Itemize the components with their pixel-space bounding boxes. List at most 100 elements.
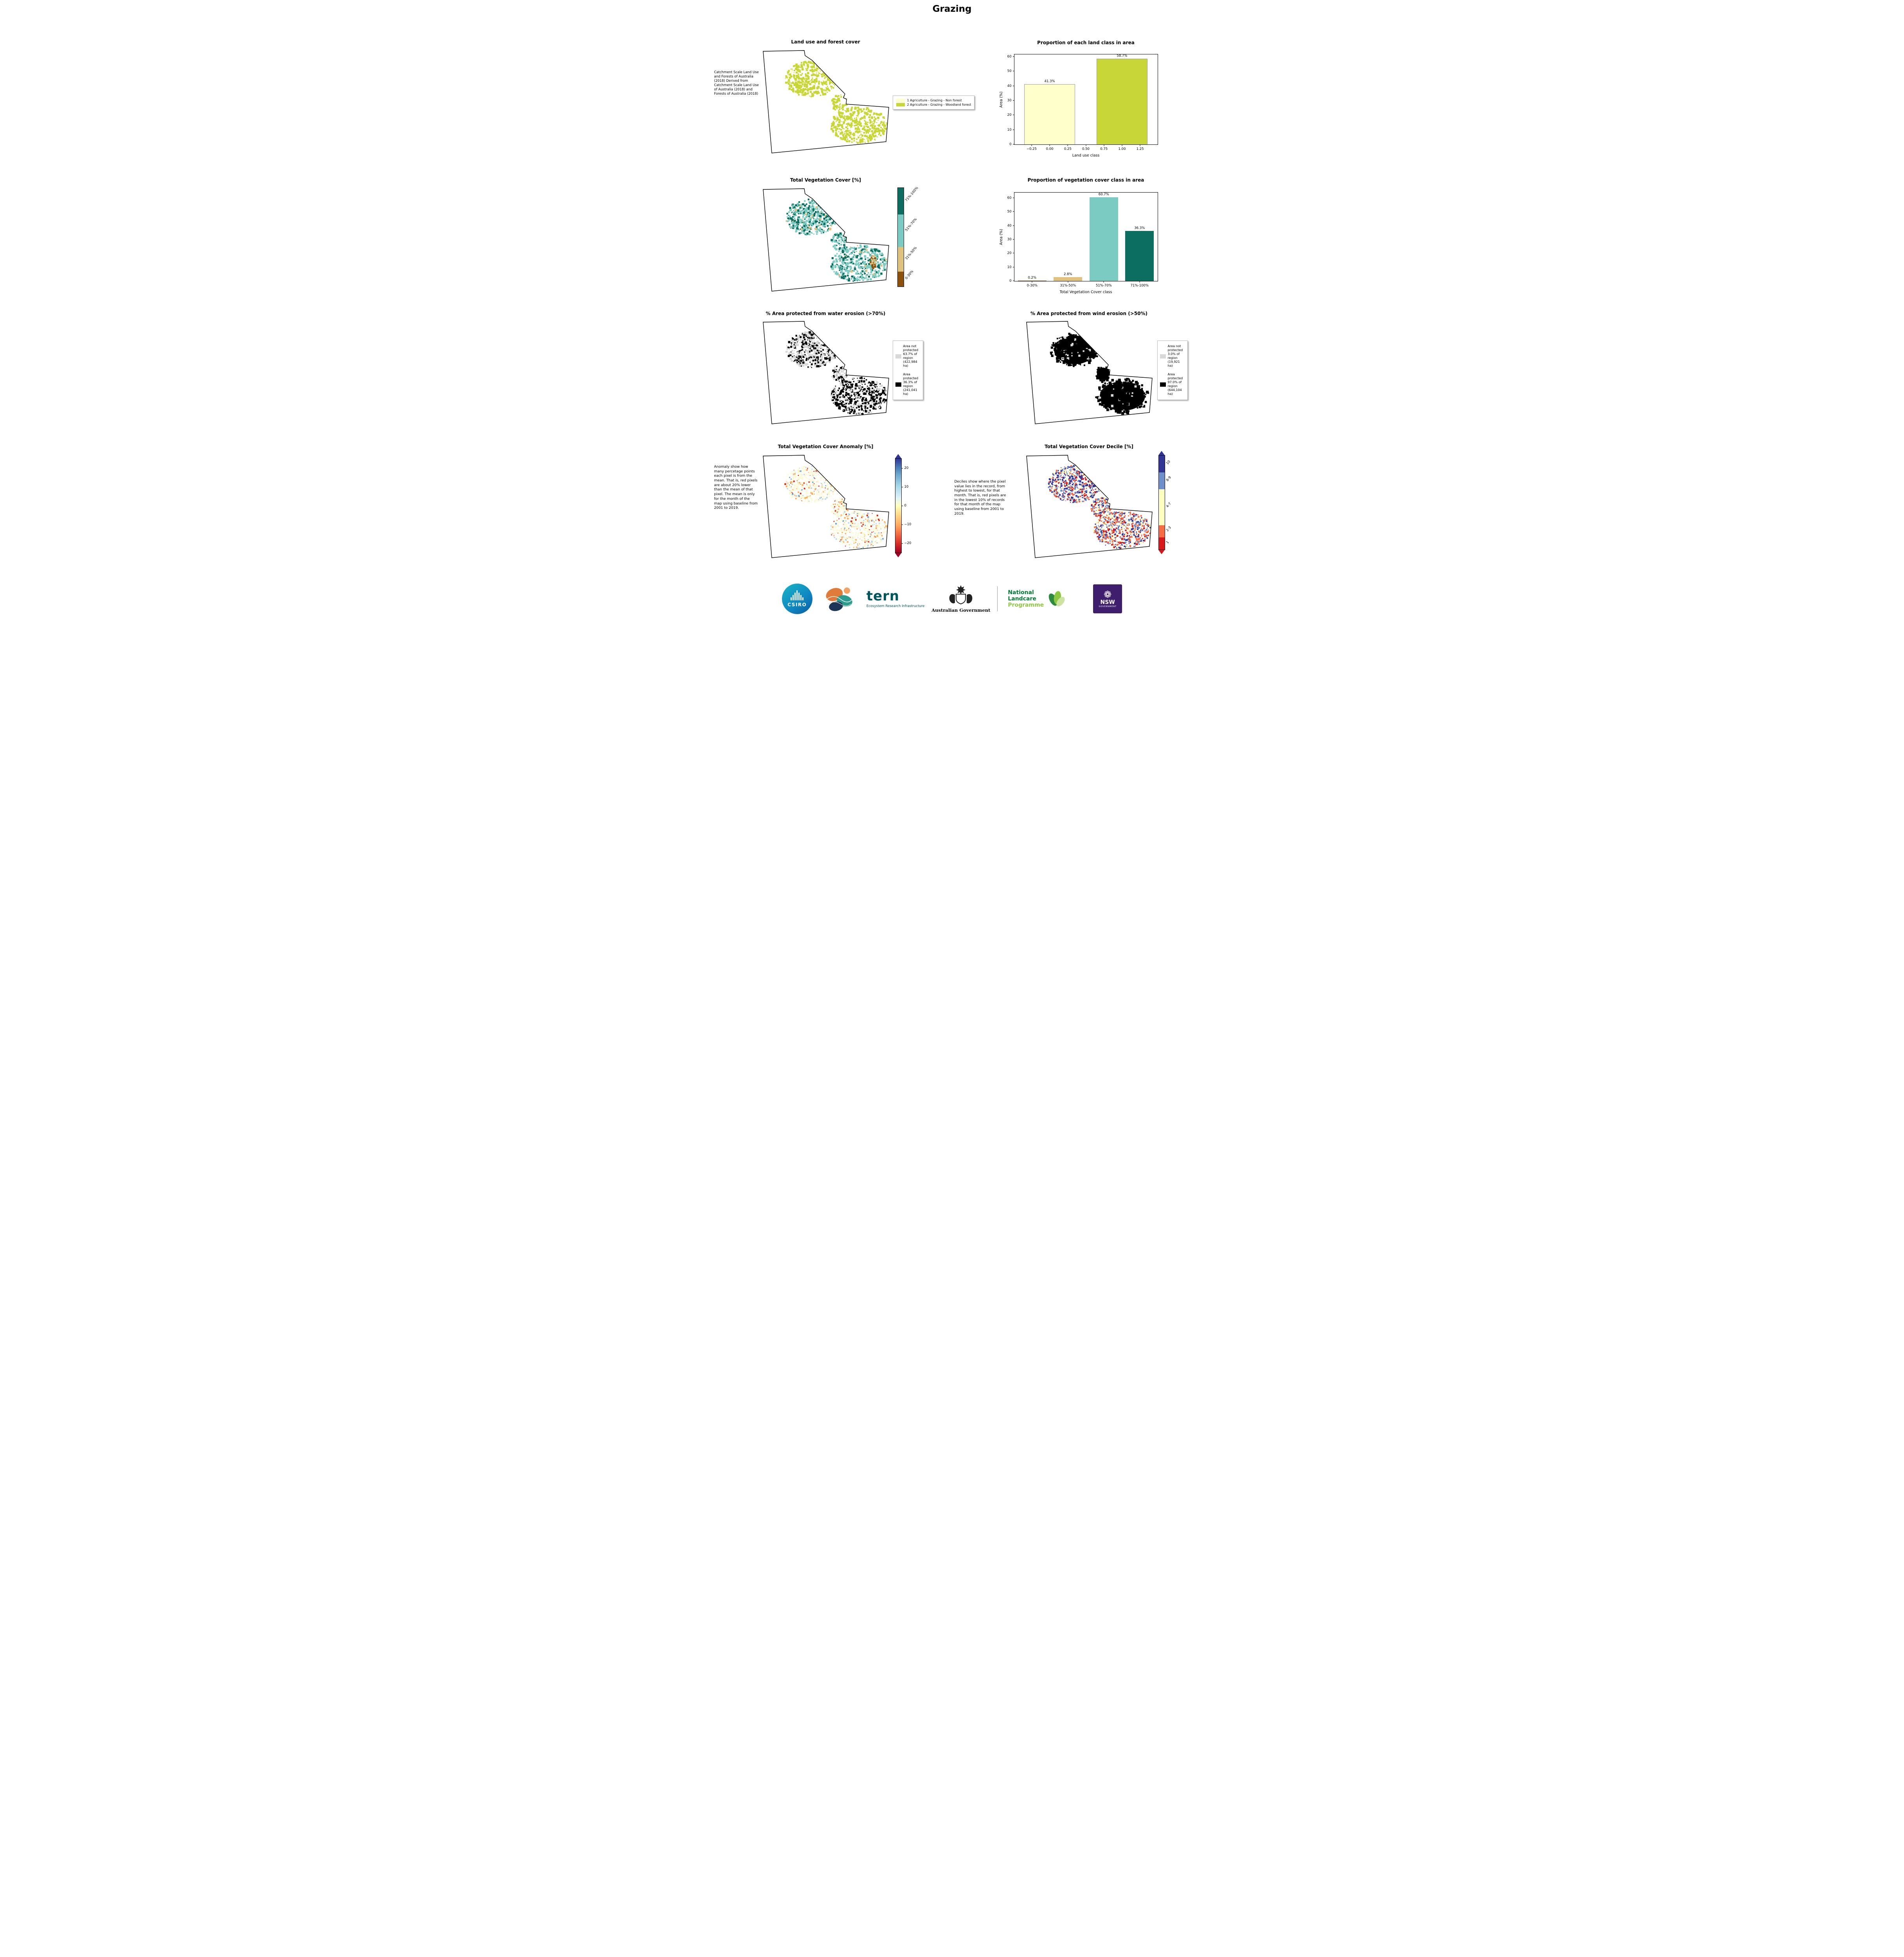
map-speckles (785, 61, 888, 144)
page-title: Grazing (932, 4, 972, 14)
panel-veg-class-chart: Proportion of vegetation cover class in … (952, 166, 1190, 301)
panel-land-use-map: Catchment Scale Land Use and Forests of … (714, 34, 975, 166)
map-speckles (785, 198, 887, 282)
colorbar-label: 2-3 (1165, 526, 1172, 533)
panel-land-class-chart: Proportion of each land class in area 0 1… (952, 34, 1190, 166)
veg-class-chart-title: Proportion of vegetation cover class in … (1027, 177, 1144, 183)
colorbar-tick (901, 524, 903, 525)
y-tick-label: 60 (1007, 54, 1012, 59)
y-axis-label: Area (%) (999, 229, 1004, 245)
legend-swatch-protected (895, 382, 901, 387)
colorbar-label: 1 (1165, 540, 1170, 545)
y-tick (1012, 239, 1014, 240)
x-tick-label: 0.75 (1100, 147, 1108, 151)
report-page: Grazing Catchment Scale Land Use and For… (714, 0, 1190, 618)
indigenous-artwork (826, 587, 853, 611)
y-tick-label: 10 (1007, 265, 1012, 269)
y-tick-label: 30 (1007, 238, 1012, 242)
x-tick-label: 1.25 (1136, 147, 1144, 151)
veg-class-bar-chart: 0 10 20 30 40 50 60 0.2% 2.8% 60.7% 36.3% 0-30% 31%-… (998, 187, 1164, 299)
panel-decile: Deciles show where the pixel value lies … (952, 438, 1190, 575)
land-use-map (762, 50, 889, 153)
colorbar-tick-label: −10 (904, 523, 911, 526)
veg-cover-map (762, 188, 889, 292)
legend-swatch-woodland (896, 103, 905, 106)
legend-label-nonforest: 1 Agriculture - Grazing - Non forest (907, 99, 962, 102)
catchment-boundary (762, 50, 889, 153)
water-erosion-map (762, 321, 889, 424)
colorbar-tick (901, 543, 903, 544)
decile-map-title: Total Vegetation Cover Decile [%] (1045, 444, 1133, 449)
y-tick-label: 40 (1007, 84, 1012, 88)
y-tick-label: 20 (1007, 251, 1012, 256)
land-use-map-title: Land use and forest cover (791, 39, 860, 45)
colorbar-seg-10 (1158, 456, 1165, 473)
x-tick-label: 0.00 (1046, 147, 1054, 151)
legend-label-not-protected: Area not protected 3.0% of region (19,92… (1167, 344, 1183, 368)
colorbar-tick-label: 10 (904, 485, 909, 489)
national-landcare-logo: National Landcare Programme (1008, 588, 1065, 610)
legend-entry-not-protected: Area not protected 63.7% of region (422,… (895, 344, 920, 368)
veg-colorbar-stack: 71%-100% 51%-70% 31%-50% 0-30% (897, 186, 919, 287)
land-class-chart-title: Proportion of each land class in area (1037, 40, 1135, 45)
colorbar-seg-1 (1158, 537, 1165, 550)
colorbar-tick (901, 468, 903, 469)
x-tick-label: 1.00 (1118, 147, 1126, 151)
y-tick-label: 50 (1007, 210, 1012, 214)
wind-erosion-map (1026, 321, 1153, 424)
bar-value-label: 0.2% (1028, 276, 1037, 280)
footer-logos: CSIRO tern Ecosystem Research Infrastruc… (714, 580, 1190, 618)
australian-government-text: Australian Government (931, 607, 991, 613)
x-tick (1139, 281, 1140, 283)
anomaly-map (762, 455, 889, 558)
x-tick-label: 0.50 (1082, 147, 1090, 151)
map-speckles (785, 331, 887, 415)
y-tick (1012, 56, 1014, 57)
plot-area: 0 10 20 30 40 50 60 0.2% 2.8% 60.7% 36.3% 0-30% 31%-… (999, 192, 1158, 294)
bar-value-label: 58.7% (1117, 54, 1128, 58)
legend-label-protected: Area protected 97.0% of region (644,104 … (1167, 373, 1183, 396)
x-tick-label: 71%-100% (1130, 284, 1149, 288)
y-tick (1012, 100, 1014, 101)
land-use-legend: 1 Agriculture - Grazing - Non forest 2 A… (892, 96, 975, 110)
landcare-text: National Landcare Programme (1008, 589, 1044, 608)
legend-label-not-protected: Area not protected 63.7% of region (422,… (903, 344, 919, 368)
legend-entry-protected: Area protected 36.3% of region (241,041 … (895, 373, 920, 396)
bar (1054, 277, 1083, 281)
tern-wordmark: tern (866, 588, 900, 604)
y-tick-label: 20 (1007, 113, 1012, 117)
panel-water-erosion: % Area protected from water erosion (>70… (714, 301, 952, 438)
row-anomaly-decile: Anomaly show how many percetage points e… (714, 438, 1190, 575)
y-tick (1012, 225, 1014, 226)
landcare-line-programme: Programme (1008, 602, 1044, 609)
bar (1097, 58, 1147, 144)
colorbar-label: 71%-100% (904, 186, 919, 203)
land-class-bar-chart: 0 10 20 30 40 50 60 41.3% 58.7% −0.25 0.00 0.25 0.50… (998, 49, 1164, 163)
colorbar-tick-label: −20 (904, 541, 911, 545)
colorbar-label: 8-9 (1165, 476, 1172, 483)
decile-explainer-text: Deciles show where the pixel value lies … (954, 480, 1006, 516)
logo-divider (997, 586, 998, 611)
map-speckles (784, 465, 888, 549)
coat-of-arms-icon (949, 585, 973, 605)
bar-value-label: 2.8% (1063, 272, 1072, 277)
colorbar-arrow-up (1158, 451, 1165, 455)
y-tick (1012, 211, 1014, 212)
colorbar-seg-2-3 (1158, 525, 1165, 537)
decile-colorbar-stack: 10 8-9 4-7 2-3 1 (1158, 455, 1172, 550)
nsw-government-text: GOVERNMENT (1099, 605, 1117, 608)
legend-label-woodland: 2 Agriculture - Grazing - Woodland fores… (907, 103, 971, 106)
colorbar-seg-71-100 (897, 188, 904, 215)
legend-row: 2 Agriculture - Grazing - Woodland fores… (896, 103, 971, 106)
colorbar-label: 10 (1165, 460, 1171, 466)
legend-entry-protected: Area protected 97.0% of region (644,104 … (1160, 373, 1185, 396)
wind-erosion-title: % Area protected from wind erosion (>50%… (1030, 311, 1148, 316)
y-tick-label: 50 (1007, 69, 1012, 74)
veg-cover-colorbar: 71%-100% 51%-70% 31%-50% 0-30% (897, 186, 919, 287)
waratah-icon: ❁ (1104, 589, 1112, 600)
y-tick-label: 10 (1007, 128, 1012, 132)
csiro-wordmark: CSIRO (787, 602, 807, 607)
legend-entry-not-protected: Area not protected 3.0% of region (19,92… (1160, 344, 1185, 368)
y-axis-label: Area (%) (999, 91, 1004, 108)
colorbar-arrow-up (895, 454, 901, 458)
